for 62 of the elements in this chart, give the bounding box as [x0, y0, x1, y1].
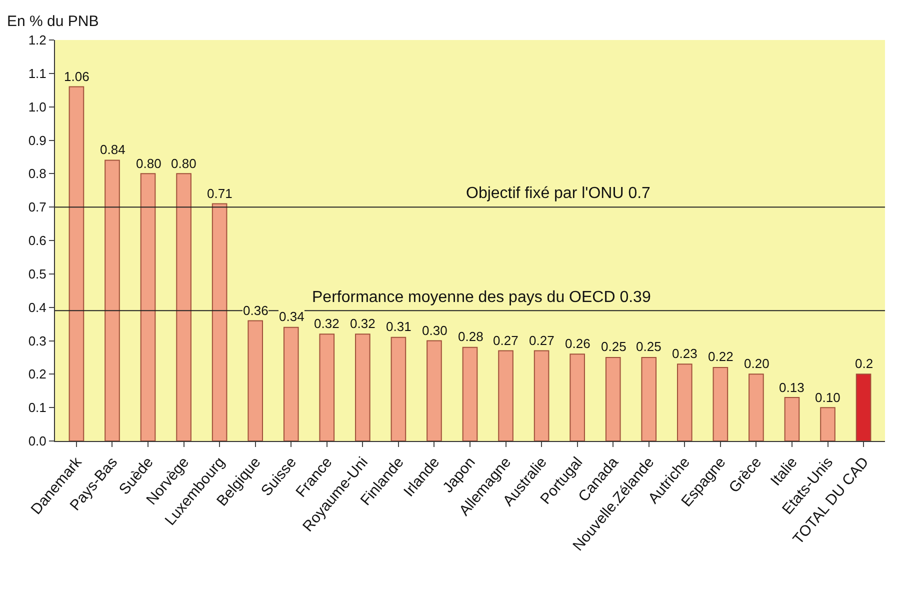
- data-label: 0.27: [529, 333, 554, 348]
- data-label: 0.2: [855, 356, 874, 371]
- bar: [856, 374, 872, 441]
- y-tick-label: 0.6: [28, 233, 46, 248]
- y-tick-label: 0.0: [28, 434, 46, 449]
- data-label: 0.80: [136, 156, 162, 171]
- bar: [104, 160, 120, 441]
- bar: [212, 203, 228, 441]
- y-tick-label: 1.2: [28, 32, 46, 48]
- bar: [784, 397, 800, 441]
- y-tick-label: 0.4: [28, 300, 46, 315]
- bar: [248, 320, 263, 441]
- data-label: 0.25: [601, 339, 626, 354]
- data-label: 0.71: [207, 186, 232, 201]
- y-tick-label: 1.1: [28, 66, 46, 81]
- bar: [605, 356, 621, 441]
- ref-line-label: Performance moyenne des pays du OECD 0.39: [312, 289, 651, 306]
- y-tick-label: 0.5: [28, 266, 46, 282]
- y-tick-label: 1.0: [28, 99, 46, 114]
- bar: [534, 350, 550, 441]
- y-tick-label: 0.9: [28, 132, 46, 148]
- bar: [176, 173, 192, 441]
- data-label: 0.22: [708, 349, 734, 364]
- y-tick-label: 0.1: [28, 400, 46, 416]
- bar: [820, 407, 836, 441]
- data-label: 0.27: [493, 333, 518, 348]
- data-label: 0.31: [386, 319, 412, 334]
- bar: [677, 364, 692, 441]
- bar: [390, 336, 406, 441]
- ref-line-label: Objectif fixé par l'ONU 0.7: [466, 185, 651, 202]
- bar: [355, 334, 370, 441]
- data-label: 0.30: [422, 323, 448, 338]
- bar: [68, 86, 84, 441]
- y-tick-label: 0.7: [28, 200, 46, 215]
- data-label: 0.36: [243, 303, 268, 318]
- bar: [641, 356, 657, 441]
- data-label: 1.06: [64, 69, 90, 84]
- bar: [426, 340, 442, 441]
- y-axis-title: En % du PNB: [7, 13, 99, 30]
- data-label: 0.26: [565, 336, 590, 351]
- y-tick-label: 0.3: [28, 333, 46, 348]
- data-label: 0.32: [314, 316, 340, 331]
- data-label: 0.32: [350, 316, 376, 331]
- data-label: 0.20: [744, 356, 770, 371]
- data-label: 0.23: [672, 346, 698, 361]
- data-label: 0.80: [171, 156, 196, 171]
- data-label: 0.84: [100, 142, 126, 157]
- data-label: 0.13: [779, 380, 804, 395]
- bar: [462, 346, 478, 441]
- bar: [748, 374, 764, 441]
- data-label: 0.25: [636, 339, 662, 354]
- data-label: 0.28: [458, 329, 484, 344]
- y-tick-label: 0.2: [28, 366, 46, 382]
- bar: [319, 334, 335, 441]
- data-label: 0.10: [815, 390, 840, 405]
- bar: [498, 350, 514, 441]
- data-label: 0.34: [279, 309, 304, 324]
- bar: [283, 326, 299, 441]
- bar: [712, 366, 728, 441]
- bar: [140, 173, 156, 441]
- y-tick-label: 0.8: [28, 166, 46, 182]
- bar: [570, 354, 585, 441]
